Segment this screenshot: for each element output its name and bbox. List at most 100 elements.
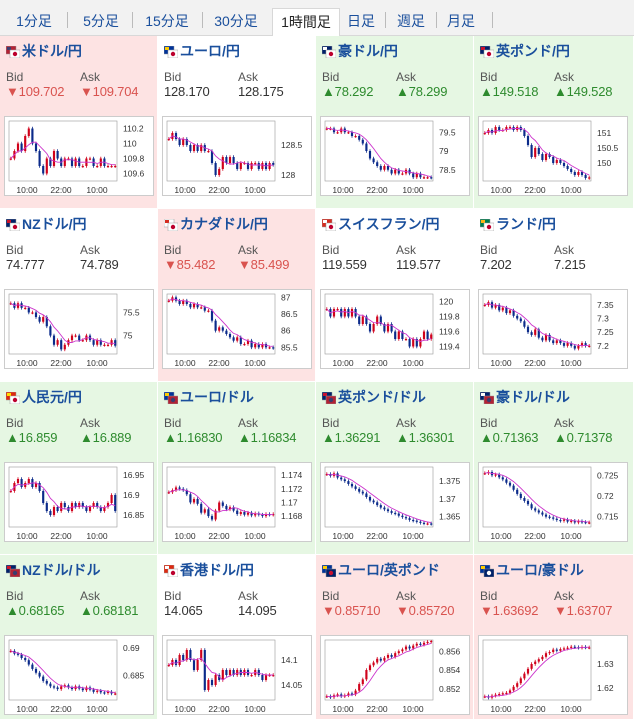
candle xyxy=(264,675,268,680)
rate-card[interactable]: スイスフラン/円 Bid Ask 119.559 119.577 120 119.8 119.… xyxy=(316,209,474,382)
flag-gb-us-icon xyxy=(321,391,337,405)
candle xyxy=(350,132,354,136)
pair-name-link[interactable]: ユーロ/英ポンド xyxy=(338,562,440,578)
candle xyxy=(376,316,379,324)
chart-container[interactable]: 87 86.5 86 85.5 10:00 22:00 10:00 xyxy=(162,289,312,369)
rate-card[interactable]: 豪ドル/ドル Bid Ask ▲0.71363 ▲0.71378 0.725 0.72 0.7… xyxy=(474,382,634,555)
candle xyxy=(508,690,512,693)
rate-card[interactable]: ユーロ/円 Bid Ask 128.170 128.175 128.5 128 10:00 22… xyxy=(158,36,316,209)
pair-name-link[interactable]: 豪ドル/ドル xyxy=(496,389,570,405)
pair-name-link[interactable]: 英ポンド/ドル xyxy=(338,389,426,405)
candle xyxy=(526,500,530,505)
pair-name-link[interactable]: 香港ドル/円 xyxy=(180,562,254,578)
price-chart: 87 86.5 86 85.5 10:00 22:00 10:00 xyxy=(166,292,298,368)
chart-container[interactable]: 120 119.8 119.6 119.4 10:00 22:00 10:00 xyxy=(320,289,470,369)
candle xyxy=(412,645,415,649)
candle xyxy=(174,487,178,491)
chart-container[interactable]: 75.5 75 10:00 22:00 10:00 xyxy=(4,289,154,369)
bid-value: ▲149.518 xyxy=(480,84,539,99)
chart-container[interactable]: 1.63 1.62 10:00 22:00 10:00 xyxy=(478,635,628,715)
tab-1分足[interactable]: 1分足 xyxy=(16,13,52,29)
chart-container[interactable]: 7.35 7.3 7.25 7.2 10:00 22:00 10:00 xyxy=(478,289,628,369)
y-tick-label: 0.852 xyxy=(439,684,461,694)
candle xyxy=(386,655,390,658)
rate-card[interactable]: 香港ドル/円 Bid Ask 14.065 14.095 14.1 14.05 10:00 22… xyxy=(158,555,316,720)
moving-average-line xyxy=(326,642,432,698)
candle xyxy=(254,163,257,165)
rate-card[interactable]: NZドル/円 Bid Ask 74.777 74.789 75.5 75 10:00 22:00… xyxy=(0,209,158,382)
pair-name-link[interactable]: ユーロ/豪ドル xyxy=(496,562,584,578)
tab-1時間足[interactable]: 1時間足 xyxy=(272,8,340,36)
flag-za-jp-icon xyxy=(479,218,495,232)
candle xyxy=(167,665,170,667)
rate-card[interactable]: NZドル/ドル Bid Ask ▲0.68165 ▲0.68181 0.69 0.685 10… xyxy=(0,555,158,720)
candle xyxy=(34,668,38,673)
flag-ca-jp-icon xyxy=(163,218,179,232)
candle xyxy=(106,691,110,694)
tab-5分足[interactable]: 5分足 xyxy=(83,13,119,29)
rate-card[interactable]: 米ドル/円 Bid Ask ▼109.702 ▼109.704 110.2 110 109.8… xyxy=(0,36,158,209)
chart-container[interactable]: 110.2 110 109.8 109.6 10:00 22:00 10:00 xyxy=(4,116,154,196)
pair-name-link[interactable]: スイスフラン/円 xyxy=(338,216,440,232)
rate-card[interactable]: ユーロ/英ポンド Bid Ask ▼0.85710 ▼0.85720 0.856 0.854… xyxy=(316,555,474,720)
pair-name-link[interactable]: カナダドル/円 xyxy=(180,216,268,232)
pair-name-link[interactable]: ランド/円 xyxy=(496,216,556,232)
tab-15分足[interactable]: 15分足 xyxy=(145,13,189,29)
y-tick-label: 110.2 xyxy=(123,124,144,134)
pair-name-link[interactable]: 英ポンド/円 xyxy=(496,43,570,59)
chart-container[interactable]: 151 150.5 150 10:00 22:00 10:00 xyxy=(478,116,628,196)
y-tick-label: 0.856 xyxy=(439,646,461,656)
flag-us-jp-icon xyxy=(5,45,21,59)
pair-name-link[interactable]: ユーロ/ドル xyxy=(180,389,254,405)
candle xyxy=(174,133,178,139)
chart-container[interactable]: 16.95 16.9 16.85 10:00 22:00 10:00 xyxy=(4,462,154,542)
pair-name-link[interactable]: ユーロ/円 xyxy=(180,43,240,59)
tab-週足[interactable]: 週足 xyxy=(397,13,425,29)
rate-card[interactable]: 英ポンド/ドル Bid Ask ▲1.36291 ▲1.36301 1.375 1.37 1.… xyxy=(316,382,474,555)
tab-30分足[interactable]: 30分足 xyxy=(214,13,258,29)
tab-月足[interactable]: 月足 xyxy=(447,13,475,29)
rate-card[interactable]: カナダドル/円 Bid Ask ▼85.482 ▼85.499 87 86.5 86 85.5 1… xyxy=(158,209,316,382)
candle xyxy=(34,312,38,318)
chart-container[interactable]: 128.5 128 10:00 22:00 10:00 xyxy=(162,116,312,196)
chart-container[interactable]: 1.174 1.172 1.17 1.168 10:00 22:00 10:00 xyxy=(162,462,312,542)
rate-card[interactable]: ユーロ/豪ドル Bid Ask ▼1.63692 ▼1.63707 1.63 1.62 10:… xyxy=(474,555,634,720)
candle xyxy=(573,345,576,349)
chart-container[interactable]: 1.375 1.37 1.365 10:00 22:00 10:00 xyxy=(320,462,470,542)
price-chart: 79.5 79 78.5 10:00 22:00 10:00 xyxy=(324,120,456,195)
bid-label: Bid xyxy=(164,589,182,603)
candle xyxy=(383,507,386,510)
bid-value: ▼109.702 xyxy=(6,84,65,99)
tab-日足[interactable]: 日足 xyxy=(347,13,375,29)
chart-container[interactable]: 14.1 14.05 10:00 22:00 10:00 xyxy=(162,635,312,715)
chart-container[interactable]: 0.856 0.854 0.852 10:00 22:00 10:00 xyxy=(320,635,470,715)
rate-card[interactable]: 英ポンド/円 Bid Ask ▲149.518 ▲149.528 151 150.5 150 1… xyxy=(474,36,634,209)
candle xyxy=(541,154,544,160)
candle xyxy=(38,672,41,677)
bid-value: ▲1.36291 xyxy=(322,430,381,445)
candle xyxy=(566,166,569,169)
candle xyxy=(200,145,203,151)
candle xyxy=(207,310,210,312)
rate-card[interactable]: ランド/円 Bid Ask 7.202 7.215 7.35 7.3 7.25 7.2 10:00… xyxy=(474,209,634,382)
rate-card[interactable]: 人民元/円 Bid Ask ▲16.859 ▲16.889 16.95 16.9 16.85 1… xyxy=(0,382,158,555)
pair-name-link[interactable]: NZドル/ドル xyxy=(22,562,101,578)
candle xyxy=(397,513,400,516)
pair-name-link[interactable]: 人民元/円 xyxy=(22,389,82,405)
bid-label: Bid xyxy=(6,416,24,430)
chart-container[interactable]: 79.5 79 78.5 10:00 22:00 10:00 xyxy=(320,116,470,196)
candle xyxy=(106,503,110,507)
pair-name-link[interactable]: 米ドル/円 xyxy=(22,43,82,59)
rate-card[interactable]: ユーロ/ドル Bid Ask ▲1.16830 ▲1.16834 1.174 1.172 1.… xyxy=(158,382,316,555)
chart-container[interactable]: 0.725 0.72 0.715 10:00 22:00 10:00 xyxy=(478,462,628,542)
price-chart: 75.5 75 10:00 22:00 10:00 xyxy=(8,293,140,368)
candle xyxy=(383,166,386,170)
rate-card[interactable]: 豪ドル/円 Bid Ask ▲78.292 ▲78.299 79.5 79 78.5 10:00… xyxy=(316,36,474,209)
candle xyxy=(232,157,235,163)
candle xyxy=(555,649,558,651)
pair-name-link[interactable]: NZドル/円 xyxy=(22,216,87,232)
chart-container[interactable]: 0.69 0.685 10:00 22:00 10:00 xyxy=(4,635,154,715)
pair-name-link[interactable]: 豪ドル/円 xyxy=(338,43,398,59)
candle xyxy=(243,512,246,515)
moving-average-line xyxy=(484,472,590,523)
